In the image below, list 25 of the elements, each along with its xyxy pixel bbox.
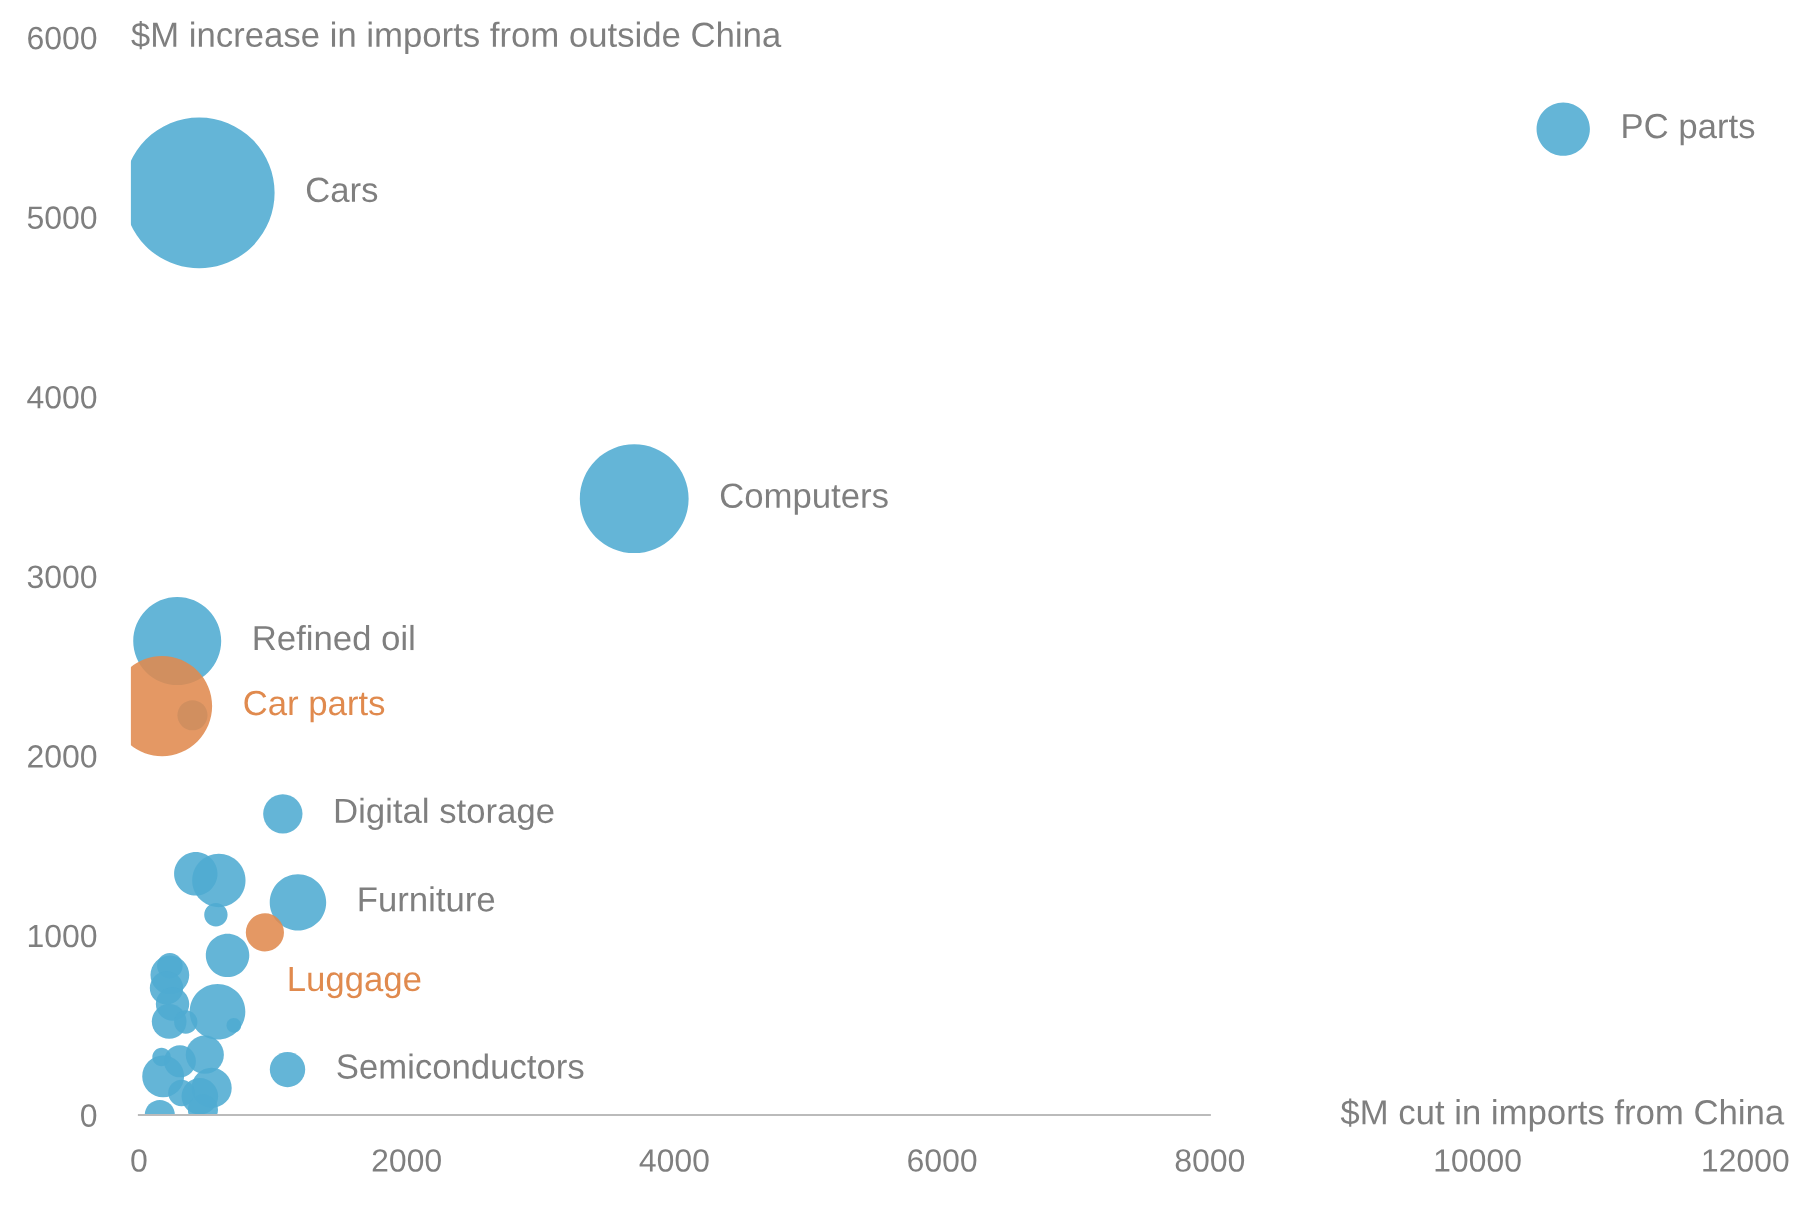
x-tick-label: 6000 — [908, 1149, 977, 1172]
y-tick-label: 5000 — [27, 206, 97, 229]
data-label: PC parts — [1623, 113, 1755, 146]
x-axis-title: $M cut in imports from China — [1340, 1098, 1785, 1132]
data-label: Luggage — [289, 967, 421, 999]
y-tick-label: 1000 — [28, 924, 97, 948]
data-label: Car parts — [244, 690, 385, 723]
x-tick-label: 10000 — [1435, 1149, 1521, 1172]
y-tick-label: 6000 — [28, 26, 97, 50]
x-tick-label: 0 — [131, 1149, 147, 1172]
data-label: Furniture — [359, 886, 495, 912]
data-label: Refined oil — [254, 624, 414, 651]
y-tick-label: 2000 — [28, 745, 97, 768]
y-tick-label: 4000 — [27, 385, 97, 409]
y-axis-title: $M increase in imports from outside China — [131, 21, 782, 54]
x-tick-label: 8000 — [1175, 1149, 1245, 1172]
data-label: Computers — [720, 483, 888, 515]
x-tick-label: 4000 — [639, 1149, 709, 1172]
data-label: Digital storage — [335, 797, 554, 831]
y-tick-label: 0 — [81, 1104, 97, 1127]
x-tick-label: 12000 — [1703, 1149, 1789, 1172]
data-label: Semiconductors — [337, 1053, 584, 1079]
y-tick-label: 3000 — [27, 565, 97, 589]
x-tick-label: 2000 — [372, 1149, 441, 1172]
data-label: Cars — [306, 177, 378, 203]
